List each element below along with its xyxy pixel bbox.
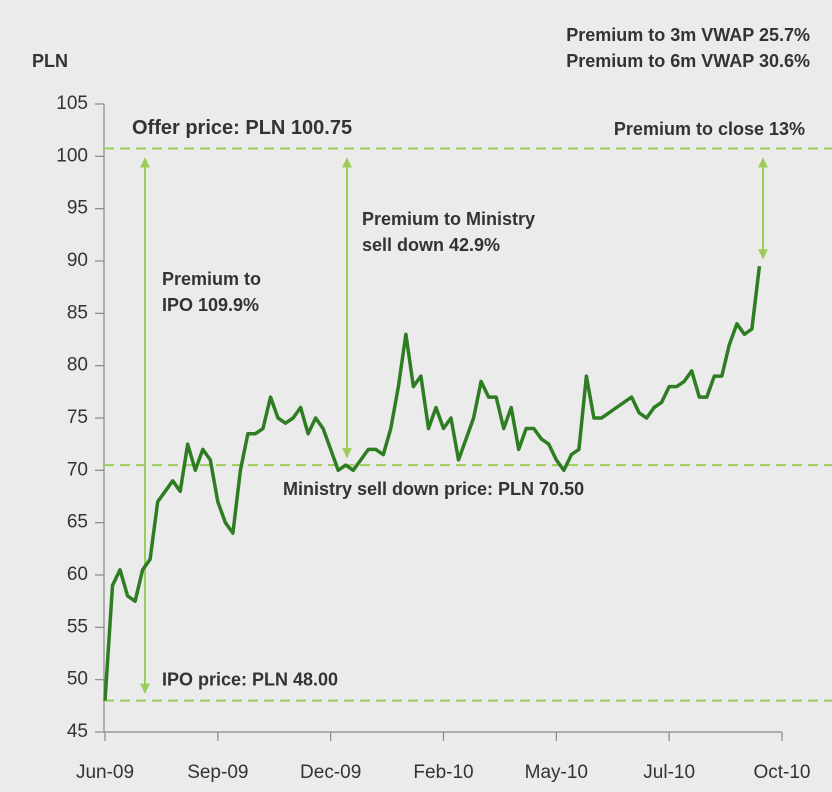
reference-label: IPO price: PLN 48.00 — [162, 669, 338, 689]
x-tick-label: May-10 — [525, 762, 588, 783]
header-note: Premium to 3m VWAP 25.7% — [566, 25, 810, 45]
annotation: Premium to close 13% — [614, 119, 805, 139]
reference-label: Offer price: PLN 100.75 — [132, 117, 352, 139]
y-tick-label: 65 — [67, 512, 88, 533]
y-tick-label: 60 — [67, 564, 88, 585]
y-tick-label: 45 — [67, 721, 88, 742]
reference-label: Ministry sell down price: PLN 70.50 — [283, 479, 584, 499]
y-tick-label: 75 — [67, 407, 88, 428]
y-tick-label: 80 — [67, 355, 88, 376]
y-tick-label: 95 — [67, 198, 88, 219]
annotation: Premium to — [162, 269, 261, 289]
y-axis-label: PLN — [32, 51, 68, 71]
header-note: Premium to 6m VWAP 30.6% — [566, 51, 810, 71]
y-tick-label: 105 — [56, 93, 88, 114]
annotation: IPO 109.9% — [162, 295, 259, 315]
y-tick-label: 55 — [67, 616, 88, 637]
x-tick-label: Jul-10 — [643, 762, 695, 783]
annotation: Premium to Ministry — [362, 209, 535, 229]
y-tick-label: 100 — [56, 145, 88, 166]
x-tick-label: Dec-09 — [300, 762, 361, 783]
y-tick-label: 85 — [67, 302, 88, 323]
annotation: sell down 42.9% — [362, 235, 500, 255]
x-tick-label: Feb-10 — [413, 762, 473, 783]
y-tick-label: 70 — [67, 459, 88, 480]
x-tick-label: Oct-10 — [753, 762, 810, 783]
y-tick-label: 90 — [67, 250, 88, 271]
x-tick-label: Jun-09 — [76, 762, 134, 783]
y-tick-label: 50 — [67, 669, 88, 690]
price-line — [103, 265, 762, 701]
x-tick-label: Sep-09 — [187, 762, 248, 783]
